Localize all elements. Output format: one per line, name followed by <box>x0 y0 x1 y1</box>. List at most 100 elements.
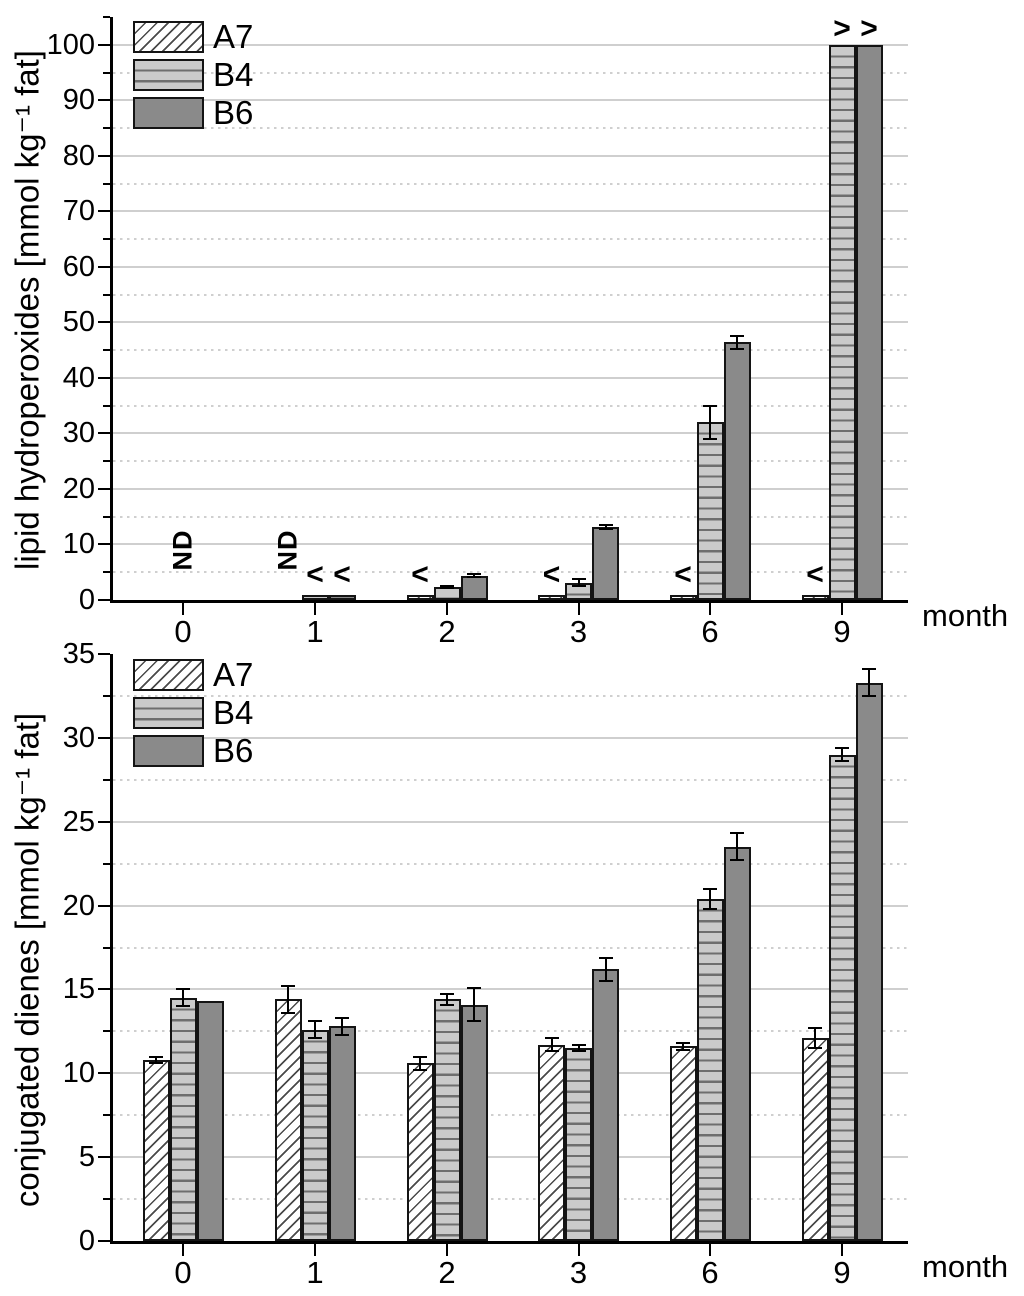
y-axis-tick <box>103 778 110 781</box>
error-bar-cap <box>149 1062 163 1065</box>
legend-swatch-b4-stripes <box>133 697 204 729</box>
x-axis-tick-label: 3 <box>569 614 588 649</box>
error-bar-cap <box>149 1055 163 1058</box>
error-bar-cap <box>308 1020 322 1023</box>
y-axis-tick-label: 30 <box>62 721 95 754</box>
error-bar-cap <box>598 524 613 527</box>
error-bar <box>577 1044 580 1052</box>
annotation-not-detected: ND <box>167 529 198 571</box>
y-axis-tick-label: 15 <box>62 973 95 1006</box>
x-axis-tick-label: 9 <box>833 614 851 649</box>
y-axis-tick <box>98 988 110 991</box>
error-bar <box>446 585 448 588</box>
y-axis-tick <box>98 321 110 324</box>
gridline <box>113 946 908 949</box>
error-bar-cap <box>571 585 586 588</box>
plot-area: 0 5 10 15 20 25 30 35 0 1 2 3 6 9 <box>63 639 908 1289</box>
y-axis-tick-label: 20 <box>62 889 95 922</box>
gridline <box>113 1072 908 1075</box>
y-axis-tick <box>103 571 110 574</box>
gridline <box>113 988 908 991</box>
bar-b6-month-2 <box>460 1004 488 1241</box>
y-axis-tick <box>98 487 110 490</box>
legend-swatch-a7-hatch <box>133 659 204 691</box>
gridline <box>113 404 908 407</box>
error-bar-cap <box>862 694 876 697</box>
bar-b6-month-6 <box>723 342 751 600</box>
bar-b6-month-3 <box>592 527 619 600</box>
error-bar <box>736 833 738 861</box>
x-axis-tick <box>182 1244 184 1256</box>
bar-b6-month-0 <box>196 1001 224 1241</box>
error-bar-cap <box>703 404 717 407</box>
y-axis-tick <box>98 1072 110 1075</box>
y-axis-tick-label: 5 <box>78 1141 95 1174</box>
error-bar <box>709 888 711 909</box>
gridline <box>113 904 908 907</box>
bar-a7-month-6 <box>669 1046 697 1241</box>
bar-b6-month-6 <box>723 846 751 1241</box>
y-axis-tick <box>98 653 110 655</box>
y-axis-tick <box>103 404 110 407</box>
error-bar-cap <box>808 1027 822 1029</box>
x-axis-tick-label: 6 <box>701 614 719 649</box>
error-bar <box>419 1056 421 1070</box>
gridline <box>113 515 908 518</box>
gridline <box>113 460 908 463</box>
chart-conjugated-dienes: conjugated dienes [mmol kg⁻¹ fat] 0 5 10 15… <box>0 639 1024 1296</box>
y-axis-tick <box>98 599 110 601</box>
legend-swatch-b6-solid <box>133 97 204 129</box>
error-bar-cap <box>730 348 744 351</box>
y-axis-tick <box>98 904 110 907</box>
y-axis-line <box>110 654 113 1244</box>
gridline <box>113 571 908 574</box>
gridline <box>113 736 908 739</box>
bar-a7-month-9 <box>801 1038 829 1241</box>
annotation-not-detected: ND <box>272 529 303 571</box>
y-axis-tick-label: 35 <box>62 638 95 670</box>
y-axis-tick <box>103 182 110 185</box>
plot-area: 0 10 20 30 40 50 60 70 80 90 100 0 1 2 3 6 9 ND ND < < < < < < > > <box>47 12 908 648</box>
x-axis-tick-label: 1 <box>306 614 324 649</box>
x-axis-title: month <box>922 1249 1009 1284</box>
error-bar <box>577 579 580 587</box>
error-bar-cap <box>440 584 454 587</box>
error-bar-cap <box>335 1016 349 1019</box>
bar-b6-month-1 <box>328 1026 356 1241</box>
error-bar-cap <box>544 1037 559 1040</box>
x-axis-tick <box>446 1244 448 1256</box>
error-bar-cap <box>730 832 744 835</box>
x-axis-line <box>110 1241 908 1244</box>
error-bar-cap <box>281 1011 295 1014</box>
y-axis-tick <box>103 293 110 296</box>
y-axis-tick <box>103 1198 110 1201</box>
x-axis-tick <box>314 603 316 615</box>
gridline <box>113 694 908 697</box>
gridline <box>113 487 908 490</box>
error-bar <box>604 525 607 530</box>
gridline <box>113 1156 908 1159</box>
error-bar <box>314 1021 316 1039</box>
y-axis-tick <box>103 460 110 463</box>
legend-label: A7 <box>213 18 254 55</box>
y-axis-tick <box>103 349 110 352</box>
error-bar <box>604 957 607 982</box>
x-axis-tick-label: 3 <box>569 1255 588 1290</box>
error-bar-cap <box>703 907 717 910</box>
legend: A7 B4 B6 <box>133 658 253 773</box>
y-axis-line <box>110 17 113 603</box>
error-bar-cap <box>862 668 876 671</box>
bar-a7-month-2 <box>406 595 434 600</box>
x-axis-tick <box>577 1244 580 1256</box>
y-axis-tick <box>103 238 110 241</box>
legend-item-b4: B4 <box>133 58 253 91</box>
y-axis-tick <box>98 99 110 102</box>
bar-b4-month-2 <box>433 586 461 600</box>
gridline <box>113 349 908 352</box>
x-axis-tick-label: 9 <box>833 1255 851 1290</box>
error-bar-cap <box>176 1005 190 1008</box>
y-axis-tick <box>98 265 110 268</box>
gridline <box>113 182 908 185</box>
x-axis-tick <box>577 603 580 615</box>
